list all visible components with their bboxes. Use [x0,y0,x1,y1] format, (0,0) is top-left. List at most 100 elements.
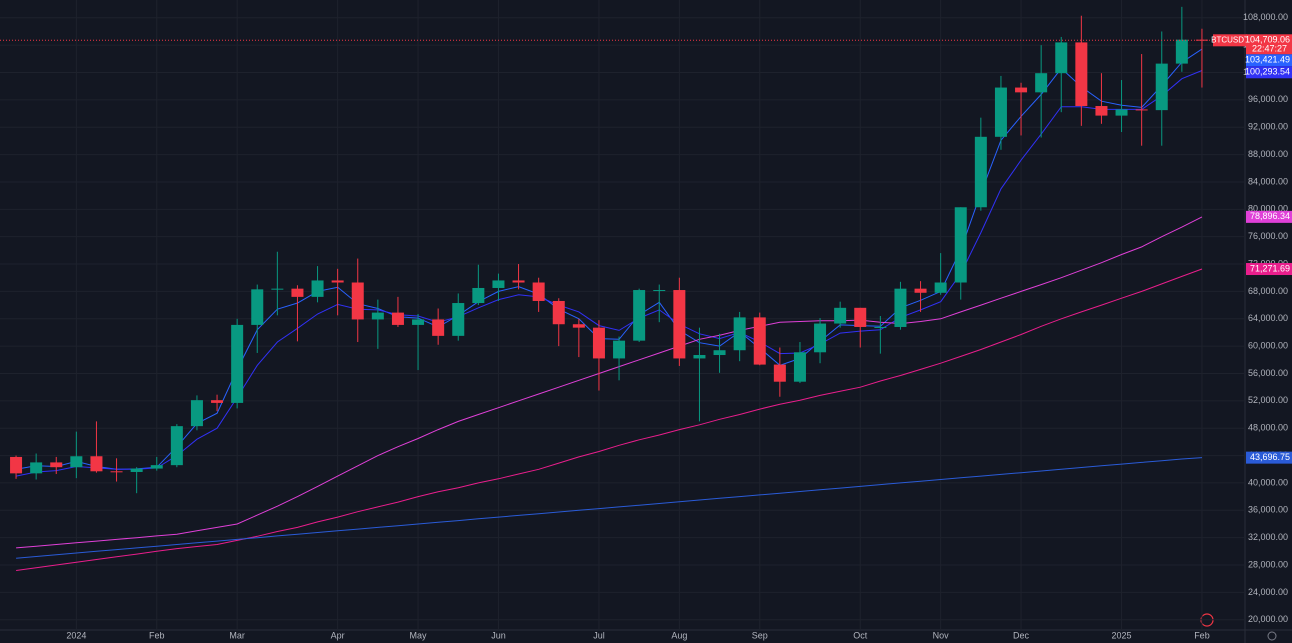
candle-body [351,282,364,320]
candle-body [733,317,746,351]
price-badge [1246,451,1292,464]
candle-body [331,280,344,283]
candle-body [311,280,324,297]
y-tick-label: 36,000.00 [1248,505,1288,515]
candle-body [10,456,23,474]
candle-body [211,400,224,403]
candle-body [1055,42,1068,74]
y-tick-label: 20,000.00 [1248,614,1288,624]
candle-body [532,282,545,301]
candle-body [753,317,766,365]
candle-body [110,471,123,473]
candle-body [894,288,907,327]
candle-body [934,282,947,293]
candle-body [914,288,927,293]
x-tick-label: Dec [1013,630,1030,640]
moving-average-line [16,216,1203,549]
y-tick-label: 88,000.00 [1248,149,1288,159]
settings-icon[interactable] [1267,631,1277,641]
x-tick-label: May [410,630,428,640]
moving-average-line [16,70,1203,477]
y-tick-label: 80,000.00 [1248,204,1288,214]
candle-body [452,303,465,336]
last-price-badge [1246,34,1292,55]
x-tick-label: Feb [1194,630,1210,640]
candle-body [854,307,867,327]
y-tick-label: 56,000.00 [1248,368,1288,378]
price-label: 103,421.49 [1245,55,1290,65]
candle-body [1015,87,1028,93]
y-tick-label: 60,000.00 [1248,340,1288,350]
x-tick-label: Oct [853,630,868,640]
candle-body [773,364,786,382]
price-badge [1246,263,1292,276]
y-tick-label: 24,000.00 [1248,587,1288,597]
y-tick-label: 76,000.00 [1248,231,1288,241]
y-tick-label: 64,000.00 [1248,313,1288,323]
x-tick-label: 2024 [66,630,86,640]
candle-body [814,323,827,353]
candle-body [50,462,63,468]
candle-body [1075,42,1088,107]
y-tick-label: 48,000.00 [1248,423,1288,433]
candle-body [190,400,203,427]
candle-body [432,319,445,336]
y-tick-label: 84,000.00 [1248,176,1288,186]
candle-body [472,287,485,304]
x-tick-label: Apr [331,630,345,640]
price-label: 71,271.69 [1250,263,1290,273]
candle-body [994,87,1007,137]
candle-body [793,352,806,382]
candle-body [1135,109,1148,111]
price-badge [1246,54,1292,67]
candle-body [492,280,505,288]
candle-body [371,312,384,320]
candle-body [592,327,605,359]
countdown-label: 22:47:27 [1252,44,1287,54]
candle-body [271,288,284,290]
y-tick-label: 32,000.00 [1248,532,1288,542]
candle-body [713,350,726,356]
candle-body [1175,39,1188,64]
candle-body [231,324,244,403]
candle-body [391,312,404,325]
candle-body [572,324,585,328]
candle-body [974,136,987,208]
price-badge [1246,210,1292,223]
x-tick-label: Jul [593,630,605,640]
y-tick-label: 92,000.00 [1248,122,1288,132]
candle-body [150,465,163,469]
candle-body [1095,106,1108,116]
candle-body [30,462,43,474]
last-price-label: 104,709.06 [1245,35,1290,45]
y-tick-label: 96,000.00 [1248,94,1288,104]
moving-average-line [16,457,1203,559]
candle-body [633,290,646,341]
y-tick-label: 40,000.00 [1248,477,1288,487]
candle-body [693,355,706,359]
candle-body [130,468,143,472]
candle-body [673,290,686,359]
candle-body [412,319,425,325]
candle-body [552,300,565,325]
y-tick-label: 68,000.00 [1248,286,1288,296]
candle-body [653,290,666,292]
y-tick-label: 108,000.00 [1243,12,1288,22]
x-tick-label: Sep [752,630,768,640]
candle-body [1035,73,1048,93]
candle-body [1155,63,1168,111]
x-tick-label: Jun [491,630,506,640]
symbol-label: BTCUSDT [1211,35,1249,44]
moving-average-line [16,268,1203,571]
price-label: 78,896.34 [1250,211,1290,221]
candle-body [291,288,304,297]
price-badge [1246,66,1292,79]
candle-body [613,340,626,359]
candle-body [1195,39,1208,41]
price-label: 100,293.54 [1245,67,1290,77]
candle-body [834,307,847,324]
symbol-badge [1213,34,1247,47]
candle-body [70,456,83,468]
x-tick-label: Nov [933,630,950,640]
